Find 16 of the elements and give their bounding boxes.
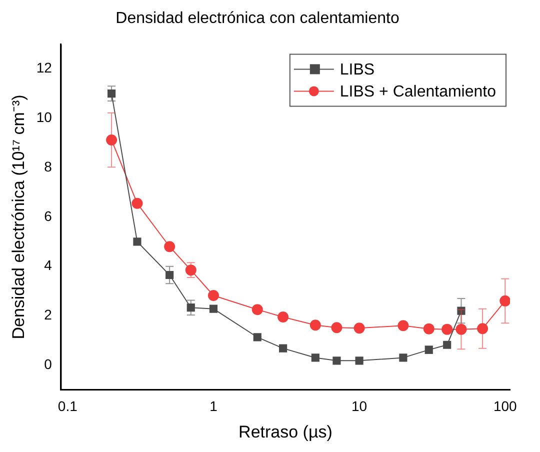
y-tick-label: 8 bbox=[44, 158, 52, 174]
y-tick-label: 4 bbox=[44, 257, 52, 274]
x-tick-label: 100 bbox=[493, 398, 518, 414]
x-axis-title: Retraso (µs) bbox=[238, 422, 332, 442]
y-tick-label: 10 bbox=[36, 109, 52, 126]
legend-label: LIBS + Calentamiento bbox=[340, 84, 496, 101]
chart-title: Densidad electrónica con calentamiento bbox=[116, 10, 400, 28]
y-tick-label: 2 bbox=[44, 306, 52, 323]
x-tick-label: 0.1 bbox=[58, 398, 78, 414]
x-tick-label: 1 bbox=[210, 398, 218, 414]
y-tick-label: 0 bbox=[44, 356, 52, 372]
y-axis-title: Densidad electrónica (10¹⁷ cm⁻³) bbox=[8, 94, 28, 340]
legend-label: LIBS bbox=[340, 62, 375, 79]
x-tick-label: 10 bbox=[352, 398, 368, 414]
y-tick-label: 12 bbox=[36, 60, 52, 76]
y-tick-label: 6 bbox=[44, 208, 52, 224]
